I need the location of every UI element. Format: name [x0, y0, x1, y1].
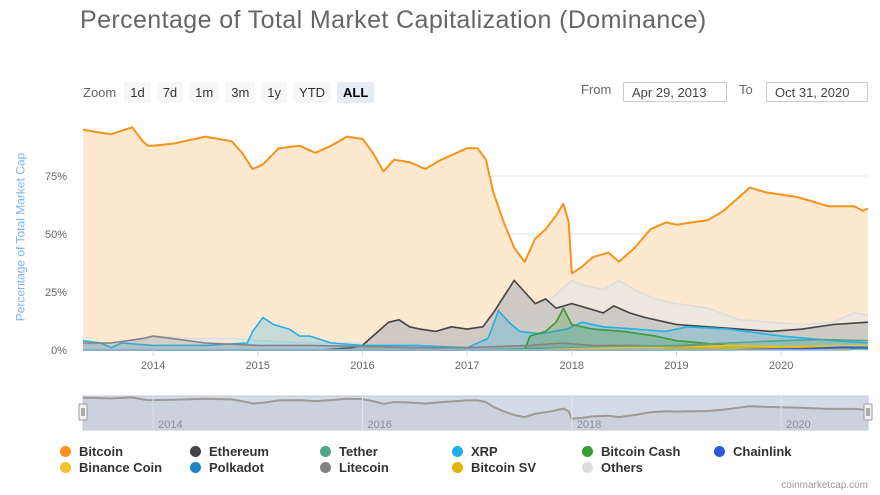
- x-tick-label: 2019: [664, 360, 688, 372]
- legend-dot: [320, 462, 331, 473]
- area-binance-coin: [83, 345, 868, 350]
- legend-item-polkadot[interactable]: Polkadot: [190, 460, 264, 475]
- chart-title: Percentage of Total Market Capitalizatio…: [80, 6, 707, 34]
- from-date-input[interactable]: Apr 29, 2013: [623, 82, 727, 102]
- navigator-area: [83, 397, 868, 430]
- navigator-tick-label: 2018: [577, 419, 601, 431]
- legend-item-xrp[interactable]: XRP: [452, 444, 498, 459]
- zoom-1d-button[interactable]: 1d: [124, 82, 151, 103]
- legend-label: Binance Coin: [79, 460, 163, 475]
- legend-dot: [320, 446, 331, 457]
- legend-label: Chainlink: [733, 444, 792, 459]
- navigator-handle-left[interactable]: [78, 403, 88, 421]
- navigator-handle-right[interactable]: [863, 403, 873, 421]
- zoom-all-button[interactable]: ALL: [337, 82, 375, 103]
- area-bitcoin: [83, 127, 868, 350]
- series-line-bitcoin[interactable]: [82, 126, 869, 275]
- zoom-1m-button[interactable]: 1m: [189, 82, 220, 103]
- from-label: From: [581, 82, 612, 97]
- series-areas: [82, 126, 869, 351]
- series-line-xrp[interactable]: [82, 309, 869, 349]
- legend-item-ethereum[interactable]: Ethereum: [190, 444, 269, 459]
- y-axis-label: Percentage of Total Market Cap: [13, 152, 28, 322]
- legend-item-bitcoin-cash[interactable]: Bitcoin Cash: [582, 444, 680, 459]
- legend-item-bitcoin[interactable]: Bitcoin: [60, 444, 123, 459]
- zoom-1y-button[interactable]: 1y: [261, 82, 288, 103]
- series-line-others[interactable]: [82, 279, 869, 347]
- x-axis-ticks: 2014 2015 2016 2017 2018 2019 2020: [83, 349, 868, 372]
- zoom-ytd-button[interactable]: YTD: [293, 82, 332, 103]
- to-date-input[interactable]: Oct 31, 2020: [766, 82, 868, 102]
- x-tick-label: 2014: [141, 360, 165, 372]
- legend-dot: [60, 462, 71, 473]
- legend-item-litecoin[interactable]: Litecoin: [320, 460, 389, 475]
- legend-dot: [60, 446, 71, 457]
- legend-item-others[interactable]: Others: [582, 460, 643, 475]
- x-tick-label: 2018: [560, 360, 584, 372]
- legend-item-chainlink[interactable]: Chainlink: [714, 444, 792, 459]
- x-tick-label: 2015: [246, 360, 270, 372]
- area-ethereum: [83, 280, 868, 350]
- navigator-tick-label: 2014: [158, 419, 182, 431]
- legend-dot: [190, 446, 201, 457]
- legend-label: XRP: [471, 444, 498, 459]
- legend-item-bitcoin-sv[interactable]: Bitcoin SV: [452, 460, 536, 475]
- y-tick-label: 0%: [51, 345, 67, 357]
- navigator[interactable]: 2014 2016 2018 2020: [78, 395, 873, 431]
- legend-dot: [452, 462, 463, 473]
- zoom-label: Zoom: [83, 85, 117, 100]
- legend-label: Polkadot: [209, 460, 264, 475]
- legend-label: Bitcoin Cash: [601, 444, 681, 459]
- credit-link[interactable]: coinmarketcap.com: [781, 480, 868, 491]
- legend-item-binance-coin[interactable]: Binance Coin: [60, 460, 162, 475]
- y-tick-label: 25%: [45, 287, 67, 299]
- legend-label: Tether: [339, 444, 378, 459]
- zoom-7d-button[interactable]: 7d: [156, 82, 184, 103]
- zoom-3m-button[interactable]: 3m: [225, 82, 256, 103]
- navigator-series: [82, 396, 869, 420]
- legend-label: Bitcoin SV: [471, 460, 537, 475]
- x-tick-label: 2016: [350, 360, 374, 372]
- legend-label: Litecoin: [339, 460, 389, 475]
- x-tick-label: 2020: [769, 360, 793, 372]
- legend-dot: [582, 462, 593, 473]
- legend-dot: [452, 446, 463, 457]
- legend-label: Bitcoin: [79, 444, 124, 459]
- legend-item-tether[interactable]: Tether: [320, 444, 378, 459]
- legend-label: Others: [601, 460, 643, 475]
- zoom-controls: Zoom 1d 7d 1m 3m 1y YTD ALL: [83, 82, 380, 103]
- y-tick-label: 50%: [45, 229, 67, 241]
- x-tick-label: 2017: [455, 360, 479, 372]
- series-line-ethereum[interactable]: [83, 279, 869, 351]
- legend-dot: [190, 462, 201, 473]
- navigator-tick-label: 2016: [367, 419, 391, 431]
- legend-dot: [582, 446, 593, 457]
- legend-dot: [714, 446, 725, 457]
- y-tick-label: 75%: [45, 171, 67, 183]
- y-axis-ticks: 0% 25% 50% 75%: [45, 171, 67, 357]
- series-line-bitcoin-cash[interactable]: [83, 307, 869, 351]
- legend-label: Ethereum: [209, 444, 269, 459]
- navigator-tick-label: 2020: [786, 419, 810, 431]
- to-label: To: [739, 82, 753, 97]
